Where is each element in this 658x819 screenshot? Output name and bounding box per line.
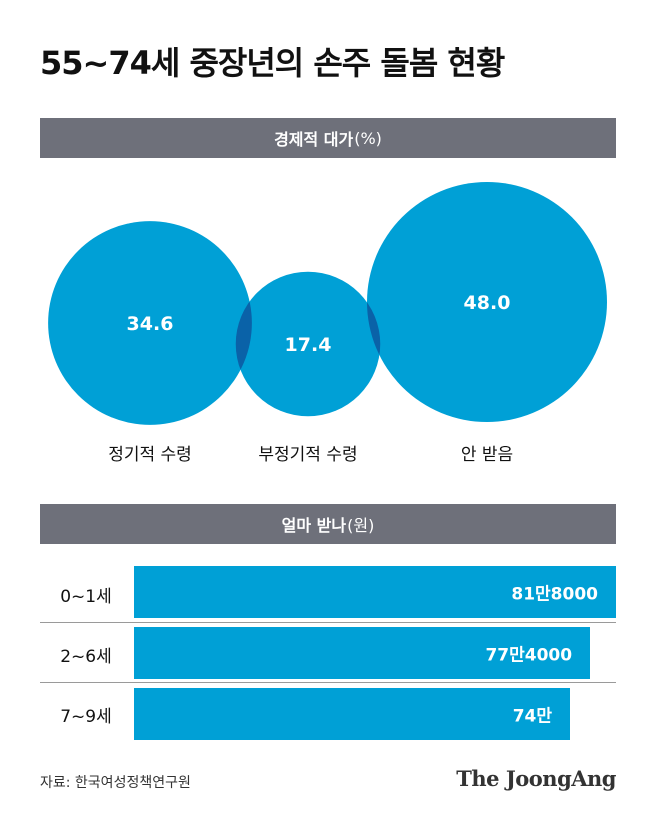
- bar-row-label: 0~1세: [60, 587, 112, 607]
- bar-value-label: 74만: [512, 706, 553, 727]
- bubble-0: [48, 221, 252, 425]
- section-header-unit: (원): [347, 516, 375, 535]
- bar-value-label: 77만4000: [485, 645, 573, 666]
- bubble-chart: 34.6 17.4 48.0: [48, 182, 607, 425]
- bar-row-label: 7~9세: [60, 707, 112, 727]
- page-title: 55~74세 중장년의 손주 돌봄 현황: [40, 44, 505, 82]
- section-header-label: 얼마 받나: [281, 516, 347, 535]
- bar-2-6-years: 77만4000: [134, 627, 591, 679]
- bar-row-label: 2~6세: [60, 647, 112, 667]
- bubble-1: [235, 271, 381, 417]
- row-divider: [40, 622, 616, 623]
- bubble-value-label: 17.4: [285, 334, 332, 356]
- bar-0-1-years: 81만8000: [134, 566, 616, 618]
- bubble-value-label: 48.0: [464, 292, 511, 314]
- bubble-label-irregular: 부정기적 수령: [258, 445, 358, 465]
- row-divider: [40, 682, 616, 683]
- section-header-unit: (%): [354, 128, 382, 148]
- section-header-economic-compensation: 경제적 대가 (%): [40, 118, 616, 158]
- bubble-value-label: 34.6: [127, 313, 174, 335]
- bubble-2: [367, 182, 607, 422]
- section-header-label: 경제적 대가: [274, 130, 354, 149]
- section-header-how-much: 얼마 받나 (원): [40, 504, 616, 544]
- bar-7-9-years: 74만: [134, 688, 571, 740]
- source-note: 자료: 한국여성정책연구원: [40, 775, 191, 791]
- publisher-logo: The JoongAng: [456, 766, 616, 791]
- bar-value-label: 81만8000: [511, 584, 598, 605]
- bubble-label-none: 안 받음: [460, 445, 514, 465]
- bubble-label-regular: 정기적 수령: [108, 445, 192, 465]
